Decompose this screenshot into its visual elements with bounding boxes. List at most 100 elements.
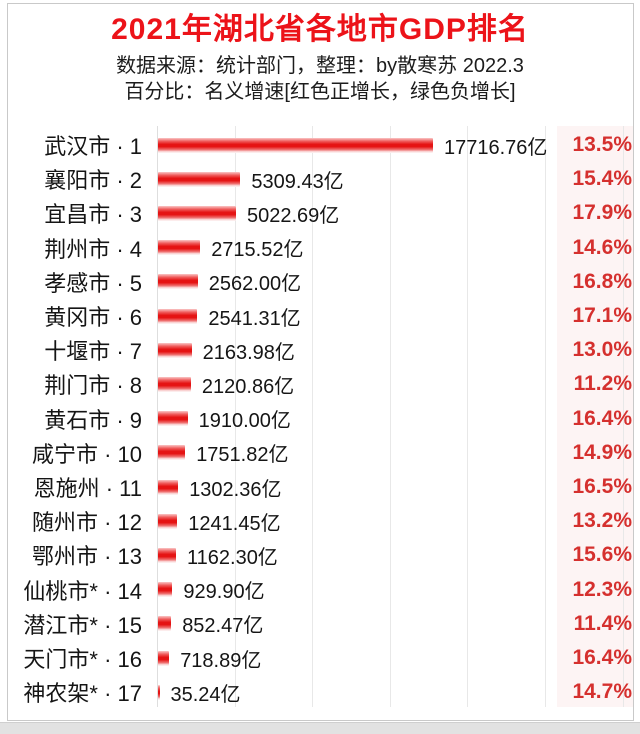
- gdp-bar: [158, 684, 160, 700]
- gdp-bar: [158, 513, 178, 529]
- gdp-value-label: 2163.98亿: [202, 341, 295, 364]
- growth-percent-label: 13.2%: [572, 509, 632, 533]
- city-rank-label: 黄石市 · 9: [44, 407, 142, 433]
- gdp-value-label: 35.24亿: [170, 683, 241, 706]
- gdp-value-label: 1751.82亿: [196, 444, 289, 467]
- city-rank-label: 孝感市 · 5: [44, 270, 142, 296]
- chart-row: 恩施州 · 11 1302.36亿 16.5%: [0, 470, 640, 504]
- bottom-border-strip: [0, 722, 640, 734]
- gdp-bar: [158, 137, 433, 153]
- growth-percent-label: 16.8%: [572, 269, 632, 293]
- gdp-value-label: 929.90亿: [183, 581, 265, 604]
- legend-note-line: 百分比：名义增速[红色正增长，绿色负增长]: [124, 81, 516, 103]
- chart-row: 潜江市* · 15 852.47亿 11.4%: [0, 607, 640, 641]
- growth-percent-label: 17.9%: [572, 201, 632, 225]
- growth-percent-label: 16.4%: [572, 406, 632, 430]
- chart-row: 黄石市 · 9 1910.00亿 16.4%: [0, 402, 640, 436]
- gdp-bar: [158, 308, 198, 324]
- gdp-bar: [158, 342, 192, 358]
- chart-row: 孝感市 · 5 2562.00亿 16.8%: [0, 265, 640, 299]
- chart-row: 宜昌市 · 3 5022.69亿 17.9%: [0, 196, 640, 230]
- gdp-value-label: 1302.36亿: [189, 478, 282, 501]
- chart-row: 黄冈市 · 6 2541.31亿 17.1%: [0, 299, 640, 333]
- city-rank-label: 恩施州 · 11: [33, 476, 142, 502]
- growth-percent-label: 14.9%: [572, 440, 632, 464]
- growth-percent-label: 15.6%: [572, 543, 632, 567]
- growth-percent-label: 12.3%: [572, 577, 632, 601]
- city-rank-label: 黄冈市 · 6: [44, 305, 142, 331]
- city-rank-label: 随州市 · 12: [31, 510, 142, 536]
- city-rank-label: 荆门市 · 8: [44, 373, 142, 399]
- growth-percent-label: 17.1%: [572, 304, 632, 328]
- growth-percent-label: 13.0%: [572, 338, 632, 362]
- growth-percent-label: 14.6%: [572, 235, 632, 259]
- chart-row: 武汉市 · 1 17716.76亿 13.5%: [0, 128, 640, 162]
- chart-row: 随州市 · 12 1241.45亿 13.2%: [0, 504, 640, 538]
- gridline-15000: [389, 126, 391, 707]
- gdp-value-label: 17716.76亿: [444, 136, 548, 159]
- gridline-30000: [622, 126, 624, 707]
- growth-percent-label: 15.4%: [572, 167, 632, 191]
- city-rank-label: 襄阳市 · 2: [44, 168, 142, 194]
- city-rank-label: 仙桃市* · 14: [23, 578, 142, 604]
- growth-percent-label: 14.7%: [572, 680, 632, 704]
- chart-row: 荆门市 · 8 2120.86亿 11.2%: [0, 367, 640, 401]
- data-source-line: 数据来源：统计部门，整理：by散寒苏 2022.3: [116, 55, 524, 77]
- city-rank-label: 潜江市* · 15: [23, 612, 142, 638]
- city-rank-label: 鄂州市 · 13: [31, 544, 142, 570]
- chart-row: 神农架* · 17 35.24亿 14.7%: [0, 675, 640, 709]
- growth-percent-label: 11.2%: [573, 372, 632, 396]
- gdp-bar: [158, 171, 241, 187]
- gridline-0: [157, 126, 158, 707]
- gdp-value-label: 1162.30亿: [187, 546, 278, 569]
- gdp-bar: [158, 479, 179, 495]
- city-rank-label: 武汉市 · 1: [44, 134, 142, 160]
- chart-row: 鄂州市 · 13 1162.30亿 15.6%: [0, 538, 640, 572]
- gdp-bar: [158, 411, 188, 427]
- gdp-value-label: 5022.69亿: [247, 204, 340, 227]
- gdp-bar: [158, 445, 186, 461]
- gdp-bar: [158, 205, 236, 221]
- chart-row: 仙桃市* · 14 929.90亿 12.3%: [0, 573, 640, 607]
- gdp-bar: [158, 376, 191, 392]
- gridline-25000: [545, 126, 547, 707]
- gdp-value-label: 1241.45亿: [188, 512, 281, 535]
- gridline-5000: [234, 126, 236, 707]
- gdp-bar: [158, 582, 173, 598]
- page-title: 2021年湖北省各地市GDP排名: [111, 13, 529, 46]
- gdp-bar: [158, 650, 170, 666]
- growth-percent-label: 13.5%: [572, 133, 632, 157]
- chart-row: 咸宁市 · 10 1751.82亿 14.9%: [0, 436, 640, 470]
- gdp-bar: [158, 240, 201, 256]
- city-rank-label: 天门市* · 16: [23, 647, 142, 673]
- growth-percent-label: 16.5%: [572, 475, 632, 499]
- chart-row: 十堰市 · 7 2163.98亿 13.0%: [0, 333, 640, 367]
- gdp-value-label: 2562.00亿: [208, 273, 302, 296]
- gridline-10000: [312, 126, 314, 707]
- gdp-value-label: 2715.52亿: [211, 239, 304, 262]
- chart-row: 荆州市 · 4 2715.52亿 14.6%: [0, 231, 640, 265]
- city-rank-label: 咸宁市 · 10: [31, 441, 142, 467]
- gdp-bar: [158, 547, 176, 563]
- chart-row: 襄阳市 · 2 5309.43亿 15.4%: [0, 162, 640, 196]
- growth-percent-label: 11.4%: [573, 611, 632, 635]
- city-rank-label: 神农架* · 17: [23, 681, 142, 707]
- gdp-bar: [158, 274, 198, 290]
- gdp-value-label: 2120.86亿: [201, 375, 295, 398]
- gdp-value-label: 1910.00亿: [198, 410, 291, 433]
- city-rank-label: 荆州市 · 4: [44, 236, 142, 262]
- gdp-value-label: 2541.31亿: [208, 307, 301, 330]
- growth-percent-label: 16.4%: [572, 646, 632, 670]
- gdp-value-label: 718.89亿: [180, 649, 262, 672]
- chart-row: 天门市* · 16 718.89亿 16.4%: [0, 641, 640, 675]
- city-rank-label: 宜昌市 · 3: [44, 202, 142, 228]
- gridline-20000: [467, 126, 469, 707]
- chart-card-frame: [7, 3, 634, 721]
- gdp-bar: [158, 616, 172, 632]
- gdp-value-label: 852.47亿: [182, 615, 264, 638]
- gdp-value-label: 5309.43亿: [251, 170, 344, 193]
- city-rank-label: 十堰市 · 7: [44, 339, 142, 365]
- percent-column-background: [557, 126, 633, 707]
